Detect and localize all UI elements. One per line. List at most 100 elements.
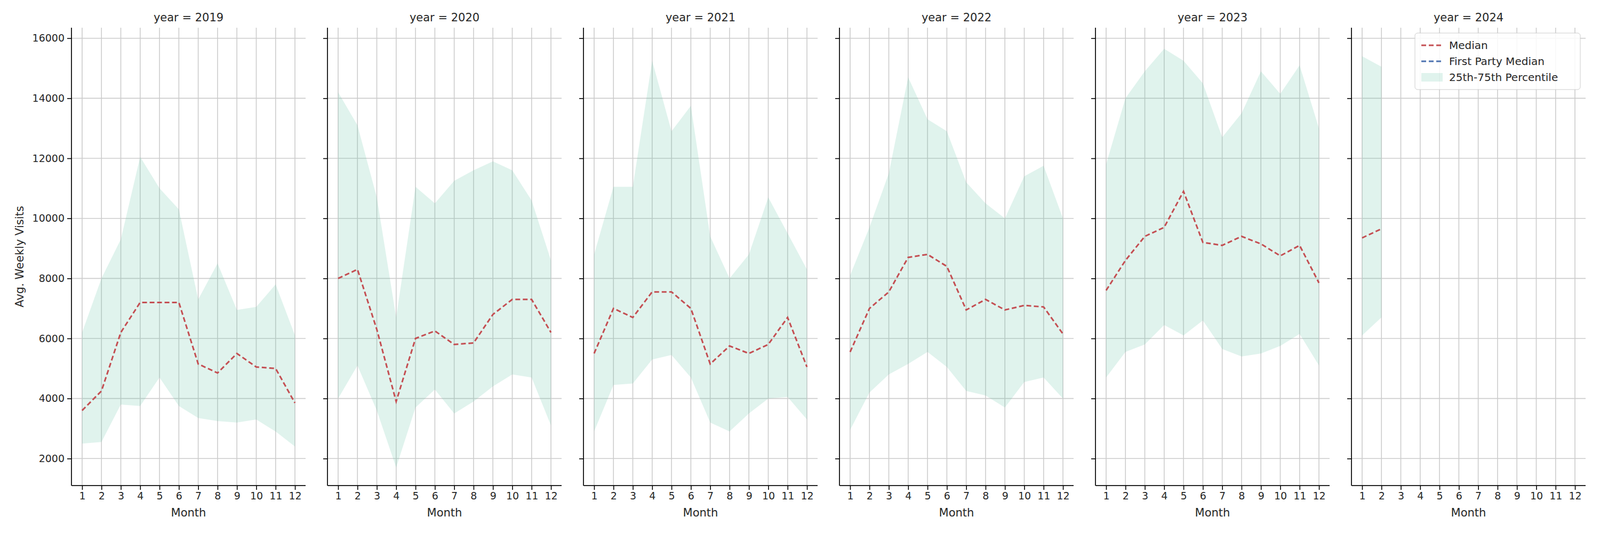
x-tick-label: 3 <box>1141 490 1149 502</box>
x-tick-label: 10 <box>1018 490 1031 502</box>
plot-area <box>850 77 1063 431</box>
y-axis: 200040006000800010000120001400016000 <box>32 27 72 486</box>
x-tick-label: 1 <box>590 490 598 502</box>
x-tick-label: 2 <box>1378 490 1386 502</box>
x-tick: 12 <box>800 485 814 502</box>
panel: 123456789101112year = 2020Month <box>323 11 562 520</box>
y-tick <box>579 278 584 279</box>
x-tick-label: 3 <box>1397 490 1405 502</box>
y-tick <box>1091 398 1096 400</box>
x-tick-mark <box>256 485 258 491</box>
x-tick: 2 <box>98 485 106 502</box>
grid <box>1095 27 1330 486</box>
x-tick-mark <box>376 485 378 491</box>
x-tick-label: 4 <box>905 490 912 502</box>
panel-title: year = 2024 <box>1433 11 1504 24</box>
y-tick <box>323 158 328 159</box>
y-tick-mark <box>1091 98 1096 100</box>
grid-line <box>583 458 818 460</box>
y-tick-mark <box>579 398 584 400</box>
y-tick <box>1347 398 1352 400</box>
x-tick-label: 6 <box>432 490 439 502</box>
grid <box>583 27 818 486</box>
y-tick <box>579 38 584 39</box>
x-tick: 9 <box>234 485 241 502</box>
x-tick-mark <box>1536 485 1538 491</box>
x-tick: 4 <box>393 485 400 502</box>
y-tick <box>579 398 584 400</box>
grid-line <box>1516 27 1518 486</box>
plot-area <box>594 60 807 432</box>
x-tick-mark <box>395 485 397 491</box>
y-tick-label: 2000 <box>38 452 65 465</box>
x-tick-label: 9 <box>490 490 497 502</box>
x-tick-label: 2 <box>98 490 106 502</box>
y-tick <box>1347 38 1352 39</box>
y-tick-mark <box>67 158 72 160</box>
x-tick-label: 3 <box>117 490 125 502</box>
x-tick: 11 <box>525 485 539 502</box>
y-tick-mark <box>1347 278 1352 280</box>
x-tick-label: 7 <box>195 490 202 502</box>
x-axis-line <box>327 485 562 487</box>
y-tick-mark <box>579 158 584 160</box>
y-tick <box>579 218 584 220</box>
x-tick-mark <box>907 485 909 491</box>
y-tick <box>579 98 584 99</box>
x-tick: 9 <box>1002 485 1009 502</box>
x-tick: 9 <box>746 485 753 502</box>
grid-line <box>1095 398 1330 400</box>
x-tick: 5 <box>156 485 164 502</box>
x-tick-label: 11 <box>781 490 795 502</box>
x-tick-label: 3 <box>629 490 637 502</box>
y-tick <box>835 158 840 159</box>
x-axis-title: Month <box>171 506 207 520</box>
y-axis <box>579 27 584 486</box>
grid-line <box>1458 27 1460 486</box>
y-tick-mark <box>1091 398 1096 400</box>
panel: 1234567891011122000400060008000100001200… <box>13 11 306 520</box>
x-axis-title: Month <box>939 506 975 520</box>
x-tick-mark <box>178 485 180 491</box>
y-tick-mark <box>835 398 840 400</box>
grid-line <box>1095 37 1330 39</box>
grid-line <box>1536 27 1538 486</box>
x-tick-mark <box>806 485 808 491</box>
x-tick-mark <box>594 485 596 491</box>
x-tick-mark <box>787 485 789 491</box>
x-tick-label: 10 <box>1274 490 1287 502</box>
y-axis-line <box>1094 27 1096 486</box>
x-tick: 7 <box>1475 485 1482 502</box>
x-tick-label: 6 <box>688 490 695 502</box>
x-tick-label: 8 <box>982 490 989 502</box>
grid-line <box>71 37 306 39</box>
y-tick-mark <box>835 338 840 340</box>
panel-title: year = 2022 <box>921 11 992 24</box>
x-tick-mark <box>236 485 238 491</box>
x-tick-label: 5 <box>668 490 676 502</box>
x-tick-label: 5 <box>1436 490 1444 502</box>
x-tick: 3 <box>373 485 381 502</box>
grid-line <box>1497 27 1499 486</box>
x-tick: 8 <box>726 485 733 502</box>
x-tick-mark <box>985 485 987 491</box>
panel-title: year = 2023 <box>1177 11 1248 24</box>
plot-area <box>1362 56 1382 336</box>
x-axis-title: Month <box>1451 506 1487 520</box>
y-tick <box>835 458 840 460</box>
x-tick-label: 4 <box>393 490 400 502</box>
y-axis-line <box>838 27 840 486</box>
median-line <box>850 254 1063 352</box>
x-axis: 123456789101112 <box>327 485 562 502</box>
grid-line <box>71 157 306 159</box>
x-tick-label: 12 <box>800 490 814 502</box>
x-tick: 10 <box>1530 485 1543 502</box>
legend-label: First Party Median <box>1449 54 1545 68</box>
x-tick-label: 6 <box>1200 490 1207 502</box>
x-tick-label: 5 <box>412 490 420 502</box>
x-tick: 7 <box>963 485 970 502</box>
x-tick: 12 <box>544 485 558 502</box>
panel: 123456789101112year = 2021Month <box>579 11 818 520</box>
x-tick-mark <box>197 485 199 491</box>
grid-line <box>1419 27 1421 486</box>
